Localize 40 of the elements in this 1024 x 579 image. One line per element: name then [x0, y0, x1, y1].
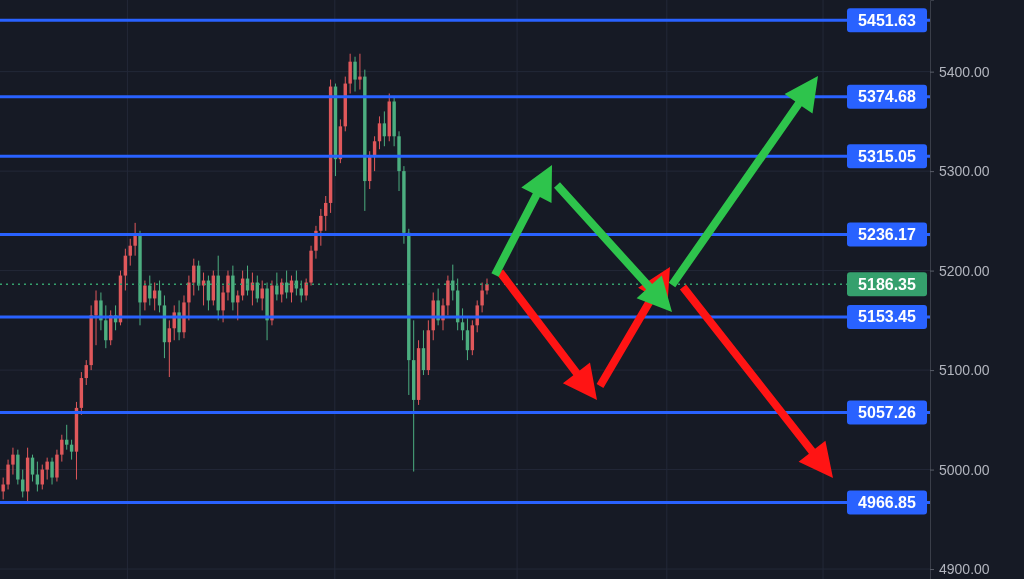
candlestick	[143, 280, 147, 311]
candlestick	[99, 291, 103, 331]
candlestick	[177, 299, 181, 341]
ref-line-label: 5236.17	[858, 226, 917, 244]
candlestick	[304, 278, 308, 301]
candlestick	[353, 56, 357, 93]
candlestick	[260, 280, 264, 311]
ref-line-label: 4966.85	[858, 494, 917, 512]
ref-line-label: 5374.68	[858, 88, 917, 106]
y-tick-label: 5100.00	[939, 362, 990, 379]
candlestick	[50, 457, 54, 485]
candlestick	[221, 285, 225, 323]
candlestick	[436, 288, 440, 326]
candlestick	[348, 53, 352, 95]
y-tick-label: 5300.00	[939, 163, 990, 180]
y-tick-label: 5200.00	[939, 262, 990, 279]
candlestick	[11, 447, 15, 476]
candlestick	[1, 477, 5, 500]
y-tick-label: 5400.00	[939, 63, 990, 80]
candlestick	[133, 222, 137, 257]
ref-line-label: 5451.63	[858, 11, 917, 29]
candlestick	[226, 270, 230, 301]
candlestick	[55, 449, 59, 483]
candlestick	[358, 53, 362, 91]
y-tick-label: 5000.00	[939, 461, 990, 478]
candlestick	[45, 457, 49, 481]
ref-line-label: 5186.35	[858, 275, 917, 293]
ref-line-label: 5315.05	[858, 147, 917, 165]
candlestick	[6, 459, 10, 490]
candlestick	[319, 208, 323, 247]
candlestick	[485, 278, 489, 295]
candlestick	[187, 275, 191, 321]
candlestick	[60, 434, 64, 463]
y-tick-label: 4900.00	[939, 561, 990, 578]
candlestick	[480, 282, 484, 313]
candlestick	[104, 304, 108, 349]
candlestick	[94, 289, 98, 346]
candlestick	[275, 272, 279, 301]
ref-line-label: 5153.45	[858, 308, 917, 326]
ref-line-label: 5057.26	[858, 404, 917, 422]
